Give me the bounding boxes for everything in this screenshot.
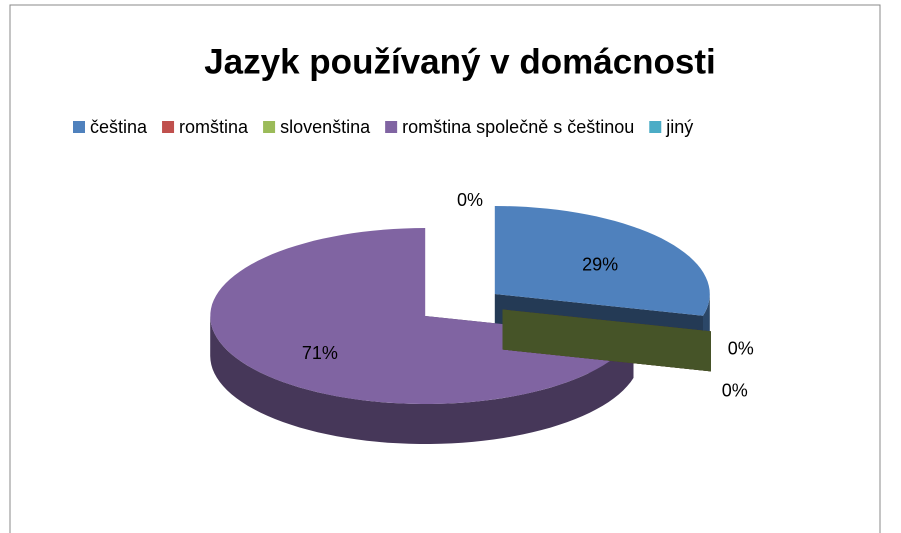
data-label: 29% <box>582 254 618 274</box>
legend-swatch <box>649 121 662 133</box>
legend-label: čeština <box>90 117 148 137</box>
legend-label: romština společně s češtinou <box>402 117 634 137</box>
legend-swatch <box>162 121 175 133</box>
legend-swatch <box>263 121 276 133</box>
pie-slice <box>502 309 711 372</box>
slice-side <box>210 316 634 444</box>
slice-wall <box>502 309 711 372</box>
slice-top <box>494 206 710 316</box>
legend-label: romština <box>179 117 249 137</box>
data-label: 0% <box>728 338 754 358</box>
legend-swatch <box>385 121 398 133</box>
chart-frame <box>9 4 881 533</box>
slice-top <box>210 228 634 404</box>
data-label: 0% <box>457 190 483 210</box>
data-label: 0% <box>722 380 748 400</box>
legend-label: jiný <box>665 117 693 137</box>
data-label: 71% <box>302 343 338 363</box>
chart-title: Jazyk používaný v domácnosti <box>204 42 716 81</box>
legend-label: slovenština <box>280 117 371 137</box>
legend-swatch <box>73 121 85 133</box>
